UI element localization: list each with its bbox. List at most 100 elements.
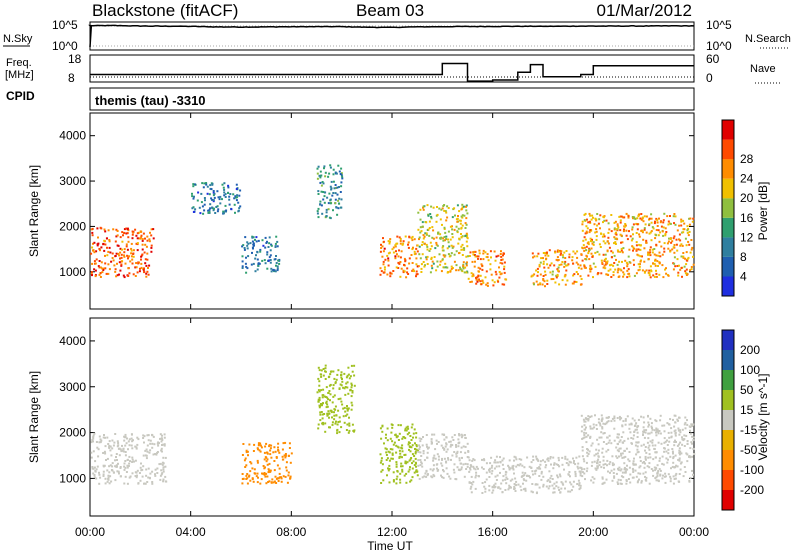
data-pixel: [333, 394, 336, 397]
data-pixel: [160, 449, 163, 452]
data-pixel: [597, 272, 600, 275]
nave-tick-top: 60: [706, 52, 720, 66]
data-pixel: [663, 430, 666, 433]
data-pixel: [474, 487, 477, 490]
data-pixel: [116, 230, 119, 232]
data-pixel: [348, 429, 351, 432]
data-pixel: [340, 206, 343, 209]
data-pixel: [132, 253, 135, 255]
data-pixel: [415, 444, 418, 446]
data-pixel: [338, 420, 341, 423]
data-pixel: [120, 450, 123, 453]
data-pixel: [408, 257, 411, 260]
data-pixel: [671, 248, 674, 251]
data-pixel: [461, 203, 464, 206]
data-pixel: [542, 263, 545, 265]
data-pixel: [388, 451, 391, 454]
data-pixel: [575, 456, 578, 459]
data-pixel: [652, 469, 654, 472]
data-pixel: [660, 225, 663, 228]
data-pixel: [470, 491, 473, 494]
data-pixel: [606, 459, 609, 462]
data-pixel: [477, 475, 480, 477]
data-pixel: [136, 271, 139, 274]
data-pixel: [442, 470, 445, 473]
data-pixel: [445, 467, 448, 470]
data-pixel: [154, 453, 157, 455]
data-pixel: [449, 225, 452, 228]
data-pixel: [445, 266, 448, 269]
data-pixel: [143, 482, 145, 485]
data-pixel: [682, 255, 685, 258]
data-pixel: [663, 475, 666, 478]
data-pixel: [122, 234, 124, 237]
data-pixel: [546, 263, 549, 266]
data-pixel: [323, 165, 326, 168]
data-pixel: [410, 457, 413, 459]
data-pixel: [530, 275, 533, 278]
data-pixel: [159, 474, 162, 477]
data-pixel: [621, 241, 624, 244]
data-pixel: [192, 197, 195, 200]
data-pixel: [545, 251, 548, 254]
data-pixel: [558, 264, 561, 266]
data-pixel: [433, 475, 436, 478]
data-pixel: [657, 470, 660, 472]
data-pixel: [329, 426, 331, 429]
data-pixel: [629, 473, 632, 476]
data-pixel: [590, 252, 593, 255]
data-pixel: [588, 258, 591, 261]
data-pixel: [577, 462, 580, 465]
data-pixel: [326, 412, 329, 415]
data-pixel: [589, 270, 592, 273]
data-pixel: [403, 454, 406, 456]
data-pixel: [650, 422, 653, 425]
data-pixel: [209, 184, 212, 187]
data-pixel: [256, 447, 259, 450]
data-pixel: [132, 439, 134, 442]
data-pixel: [654, 258, 657, 261]
data-pixel: [144, 237, 146, 240]
data-pixel: [332, 168, 335, 171]
data-pixel: [673, 222, 675, 225]
data-pixel: [335, 172, 338, 175]
data-pixel: [615, 233, 618, 236]
data-pixel: [136, 237, 139, 240]
data-pixel: [333, 377, 336, 380]
data-pixel: [284, 456, 287, 459]
data-pixel: [282, 475, 285, 478]
data-pixel: [109, 475, 112, 478]
data-pixel: [164, 465, 167, 468]
data-pixel: [128, 462, 131, 465]
data-pixel: [619, 229, 622, 232]
data-pixel: [477, 255, 480, 258]
data-pixel: [446, 266, 449, 269]
data-pixel: [145, 457, 148, 460]
data-pixel: [540, 478, 543, 481]
data-pixel: [110, 480, 113, 483]
data-pixel: [114, 270, 117, 273]
data-pixel: [456, 217, 459, 220]
data-pixel: [669, 480, 672, 483]
data-pixel: [649, 246, 652, 249]
data-pixel: [473, 265, 476, 268]
data-pixel: [381, 245, 384, 248]
data-pixel: [647, 446, 650, 449]
data-pixel: [164, 456, 167, 459]
data-pixel: [581, 455, 584, 458]
data-pixel: [218, 198, 221, 201]
data-pixel: [648, 272, 651, 275]
data-pixel: [612, 274, 615, 277]
data-pixel: [386, 254, 389, 257]
data-pixel: [593, 477, 596, 480]
data-pixel: [95, 250, 98, 253]
data-pixel: [442, 254, 445, 257]
data-pixel: [119, 467, 122, 469]
data-pixel: [137, 482, 140, 485]
data-pixel: [418, 437, 421, 440]
data-pixel: [124, 262, 127, 265]
data-pixel: [531, 483, 534, 485]
data-pixel: [520, 489, 523, 492]
data-pixel: [340, 371, 343, 374]
data-pixel: [429, 271, 432, 274]
